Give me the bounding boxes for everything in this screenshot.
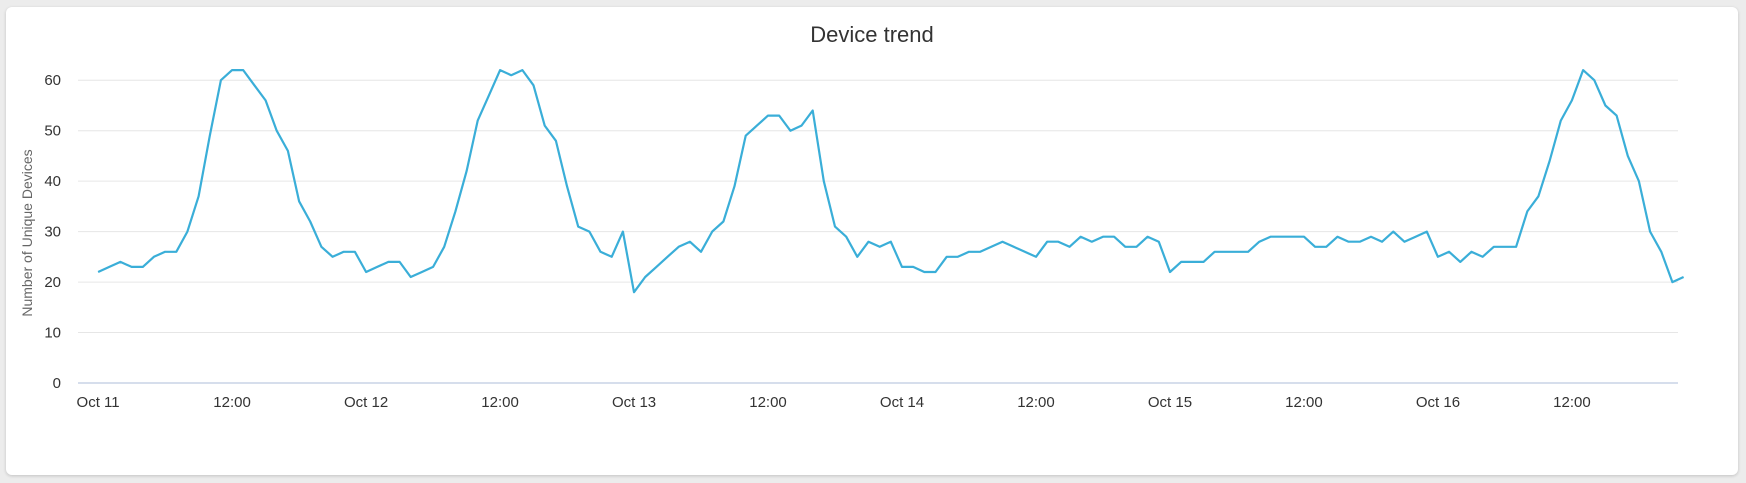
x-tick-label: 12:00 [1017,394,1055,411]
x-tick-label: Oct 15 [1148,394,1192,411]
x-tick-label: 12:00 [1285,394,1323,411]
y-tick-label: 40 [44,173,61,190]
y-tick-label: 20 [44,274,61,291]
x-tick-label: Oct 12 [344,394,388,411]
x-tick-label: Oct 14 [880,394,924,411]
gridlines [78,79,1678,384]
device-trend-chart: Device trend Number of Unique Devices 0 1… [19,22,1685,411]
y-tick-label: 30 [44,224,61,241]
y-tick-label: 60 [44,72,61,89]
x-tick-label: 12:00 [481,394,519,411]
series-lines [97,68,1685,294]
y-tick-label: 0 [53,375,61,392]
x-tick-label: 12:00 [749,394,787,411]
y-axis-ticks: 0 10 20 30 40 50 60 [44,72,61,392]
y-tick-label: 10 [44,325,61,342]
y-axis-label: Number of Unique Devices [19,149,35,316]
chart-card: Device trend Number of Unique Devices 0 1… [6,7,1738,475]
series-line-0 [97,68,1685,294]
x-tick-label: 12:00 [1553,394,1591,411]
x-tick-label: Oct 11 [77,394,120,411]
y-tick-label: 50 [44,123,61,140]
x-tick-label: 12:00 [213,394,251,411]
chart-title: Device trend [810,22,934,47]
x-tick-label: Oct 13 [612,394,656,411]
x-tick-label: Oct 16 [1416,394,1460,411]
x-axis-ticks: Oct 11 12:00 Oct 12 12:00 Oct 13 12:00 Oct 14 1… [77,394,1591,411]
